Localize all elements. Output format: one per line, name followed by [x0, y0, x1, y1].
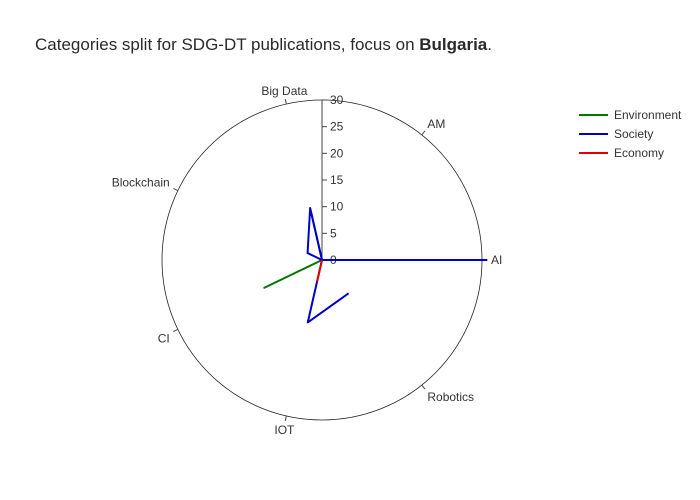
angular-label: Robotics	[427, 390, 474, 404]
chart-title: Categories split for SDG-DT publications…	[35, 35, 492, 54]
angular-tick	[421, 130, 426, 136]
angular-tick	[284, 415, 287, 421]
radial-tick-label: 10	[330, 200, 344, 214]
chart-title-country: Bulgaria	[419, 35, 488, 54]
legend-label: Environment	[614, 108, 682, 122]
angular-label: Blockchain	[112, 176, 170, 190]
radial-tick-label: 15	[330, 173, 344, 187]
angular-tick	[173, 187, 179, 192]
angular-label: AI	[491, 253, 502, 267]
angular-label: Big Data	[261, 84, 307, 98]
angular-tick	[173, 328, 179, 333]
angular-label: CI	[158, 331, 170, 345]
legend: Environment Society Economy	[579, 108, 682, 160]
angular-label: IOT	[274, 423, 295, 437]
chart-title-suffix: .	[487, 35, 492, 54]
angular-label: AM	[427, 117, 445, 131]
radial-tick-label: 30	[330, 93, 344, 107]
angular-tick	[284, 99, 287, 105]
radial-tick-label: 25	[330, 120, 344, 134]
legend-label: Society	[614, 127, 653, 141]
radial-tick-label: 20	[330, 146, 344, 160]
legend-label: Economy	[614, 146, 664, 160]
radial-tick-label: 5	[330, 226, 337, 240]
chart-title-prefix: Categories split for SDG-DT publications…	[35, 35, 419, 54]
series-line-economy	[316, 259, 323, 282]
angular-tick	[421, 384, 426, 390]
